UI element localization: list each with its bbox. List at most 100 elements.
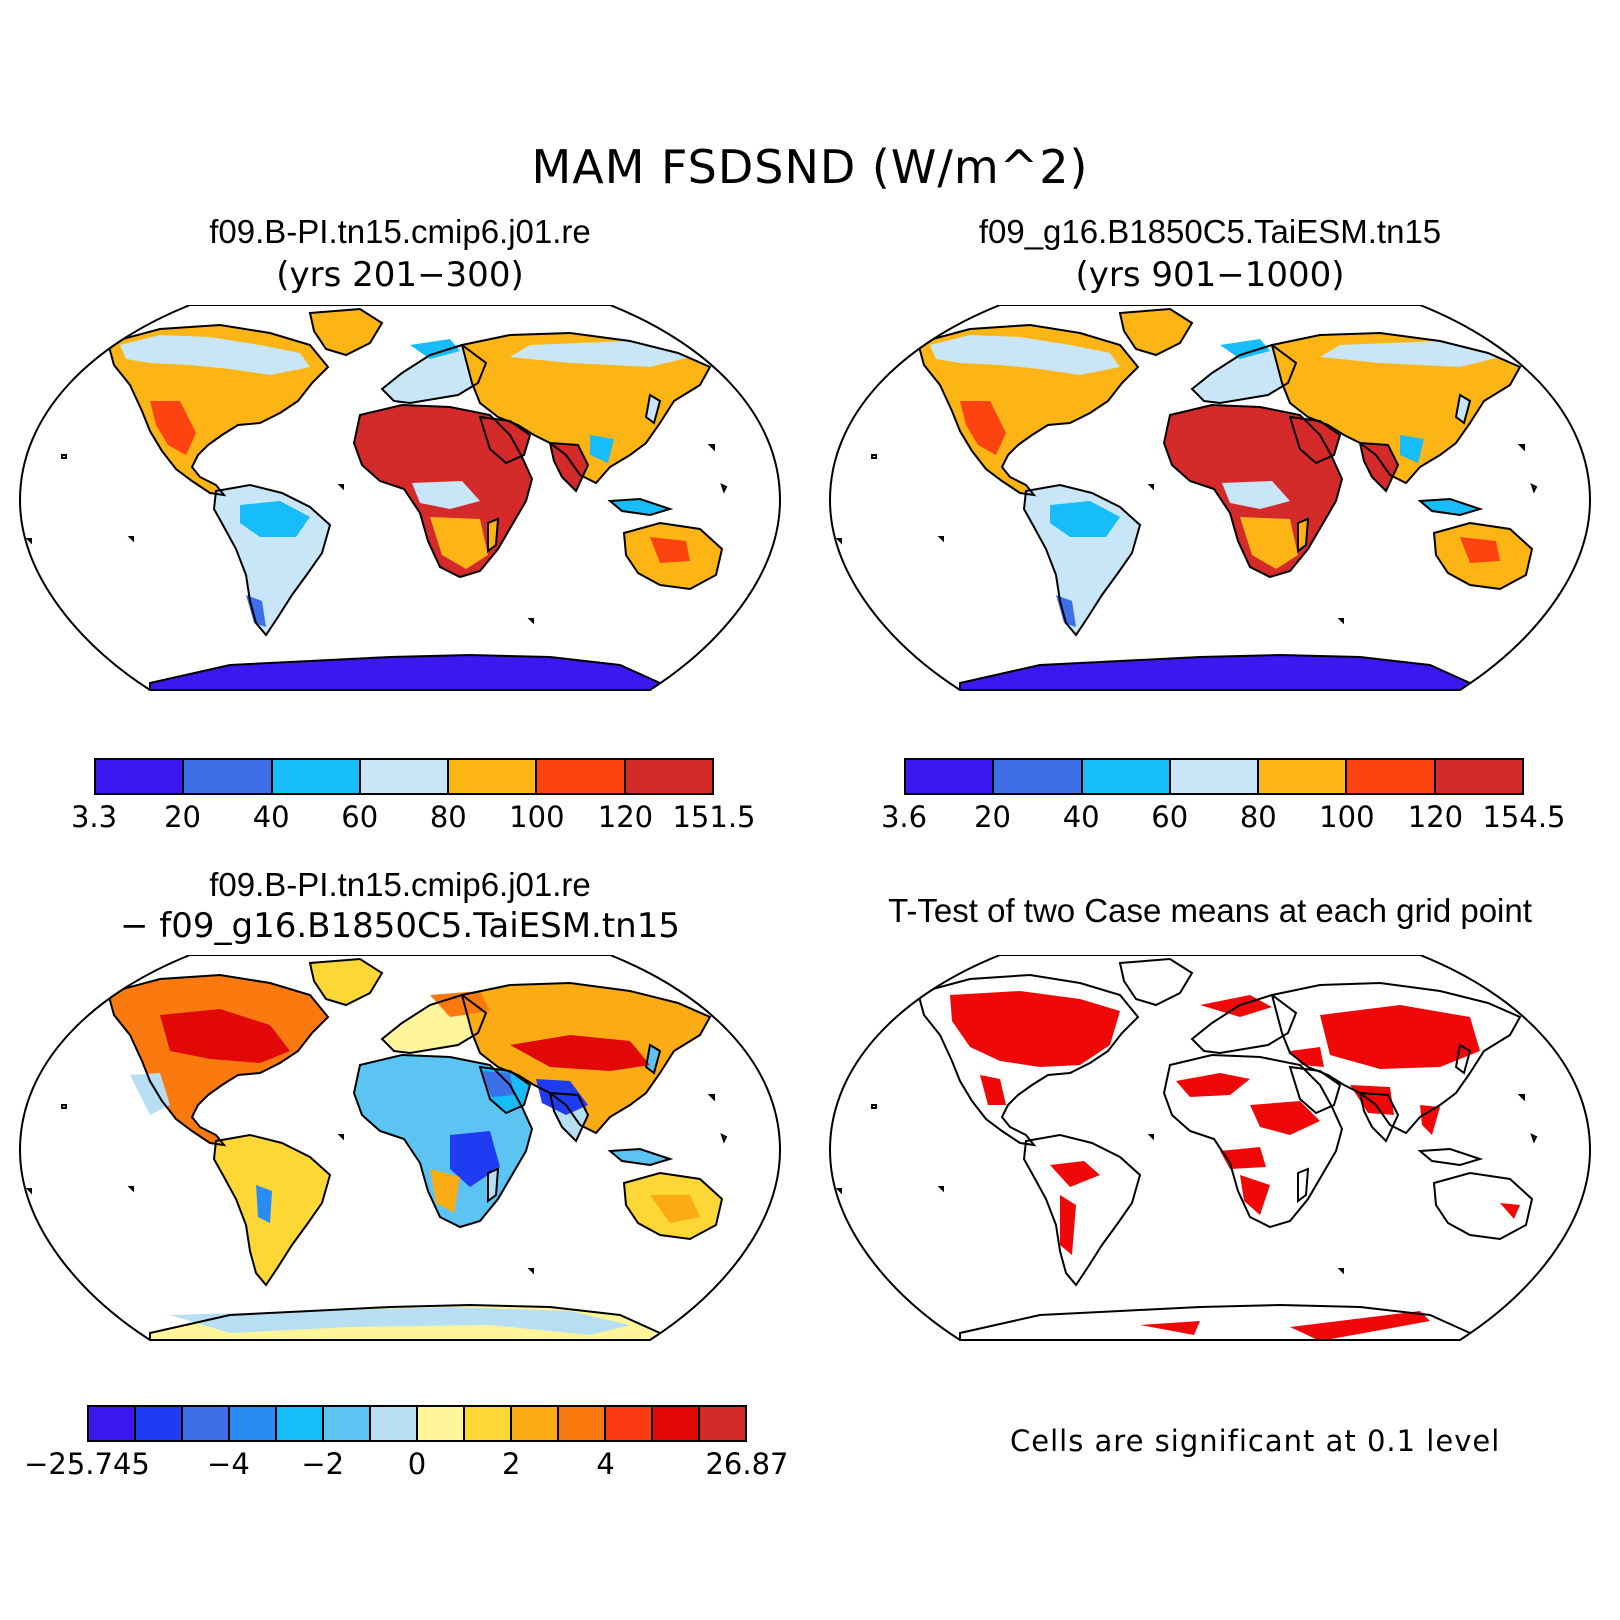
colorbar-tick-label: 26.87: [705, 1447, 789, 1481]
panel4-map: [828, 955, 1592, 1341]
panel2-title: f09_g16.B1850C5.TaiESM.tn15: [978, 213, 1442, 250]
coastline-madagascar: [1297, 1167, 1310, 1203]
island-coastline: [1517, 444, 1525, 452]
significant-region: [1500, 1203, 1520, 1219]
colorbar-tick-label: 151.5: [672, 800, 756, 834]
continent-southAmerica: [214, 1135, 330, 1285]
value-region: [650, 537, 690, 563]
colorbar-tick-label: 120: [597, 800, 654, 834]
colorbar-tick-label: 40: [252, 800, 290, 834]
value-region: [1240, 517, 1298, 569]
map-frame: [828, 955, 1592, 1341]
coastline-europe: [380, 343, 488, 405]
value-region: [930, 335, 1120, 375]
coastline-europe: [1190, 343, 1298, 405]
island-coastline: [707, 444, 715, 452]
value-region: [1320, 341, 1500, 367]
coastline-europe: [380, 993, 488, 1055]
colorbar-swatch: [653, 1407, 700, 1440]
island-coastline: [747, 594, 755, 600]
island-coastline: [527, 1268, 534, 1275]
continent-southAmerica: [1024, 1135, 1140, 1285]
coastline-antarctica: [149, 1303, 672, 1340]
coastline-southAmerica: [1022, 483, 1142, 637]
continent-antarctica: [960, 1305, 1480, 1340]
island-coastline: [1557, 594, 1565, 600]
significant-region: [1050, 1161, 1100, 1187]
island-coastline: [871, 1104, 877, 1109]
coastline-southAmerica: [1022, 1133, 1142, 1287]
colorbar-tick-label: 40: [1062, 800, 1100, 834]
panel2-colorbar: [904, 758, 1524, 795]
colorbar-swatch: [371, 1407, 418, 1440]
continent-arabia: [1290, 1067, 1340, 1113]
significant-region: [1060, 1195, 1076, 1255]
colorbar-tick-label: 100: [509, 800, 565, 834]
coastline-australia: [1432, 1171, 1534, 1241]
coastline-arabia: [478, 1065, 532, 1115]
colorbar-swatch: [324, 1407, 371, 1440]
colorbar-tick-label: 3.3: [70, 800, 118, 834]
colorbar-swatch: [183, 1407, 230, 1440]
value-region: [510, 341, 690, 367]
value-region: [1222, 481, 1290, 509]
map-land-layer: [835, 307, 1565, 690]
continent-asia: [1272, 333, 1520, 483]
coastline-madagascar: [487, 1167, 500, 1203]
coastline-japan: [644, 393, 662, 425]
colorbar-swatch: [1082, 760, 1171, 793]
value-region: [120, 335, 310, 375]
coastline-india: [548, 1091, 590, 1143]
colorbar-swatch: [418, 1407, 465, 1440]
coastline-madagascar: [487, 517, 500, 553]
colorbar-swatch: [1435, 760, 1522, 793]
coastline-northAmerica: [106, 323, 330, 497]
island-coastline: [1147, 1134, 1154, 1141]
value-region: [536, 1079, 588, 1115]
colorbar-swatch: [136, 1407, 183, 1440]
significant-region: [1320, 1005, 1480, 1069]
map-frame: [18, 955, 782, 1341]
colorbar-swatch: [360, 760, 450, 793]
coastline-greenland: [1118, 957, 1194, 1007]
map-land-layer: [25, 307, 755, 690]
colorbar-swatch: [606, 1407, 653, 1440]
colorbar-tick-label: −25.745: [24, 1447, 150, 1481]
coastline-india: [1358, 441, 1400, 493]
coastline-antarctica: [959, 1303, 1482, 1340]
island-coastline: [835, 1188, 842, 1195]
coastline-indonesia: [1417, 1147, 1484, 1167]
continent-greenland: [310, 309, 382, 355]
island-coastline: [527, 618, 534, 625]
colorbar-swatch: [449, 760, 538, 793]
map-frame: [828, 305, 1592, 691]
colorbar-swatch: [906, 760, 995, 793]
colorbar-swatch: [537, 760, 626, 793]
colorbar-tick-label: 20: [974, 800, 1012, 834]
island-coastline: [1530, 1133, 1538, 1144]
coastline-greenland: [308, 957, 384, 1007]
panel1-colorbar: [94, 758, 714, 795]
colorbar-tick-label: 2: [502, 1447, 521, 1481]
value-region: [650, 1195, 700, 1223]
panel1-title: f09.B-PI.tn15.cmip6.j01.re: [209, 213, 591, 250]
map-land-layer: [835, 957, 1565, 1340]
value-region: [1220, 339, 1270, 359]
coastline-india: [548, 441, 590, 493]
colorbar-swatch: [277, 1407, 324, 1440]
coastline-greenland: [1118, 307, 1194, 357]
coastline-indonesia: [607, 1147, 674, 1167]
value-region: [1182, 415, 1320, 477]
colorbar-swatch: [465, 1407, 512, 1440]
significant-region: [1176, 1073, 1250, 1097]
value-region: [480, 1071, 514, 1097]
colorbar-tick-label: 3.6: [880, 800, 928, 834]
map-frame: [18, 305, 782, 691]
island-coastline: [747, 1244, 755, 1250]
value-region: [410, 339, 460, 359]
coastline-indonesia: [1417, 497, 1484, 517]
island-coastline: [61, 454, 67, 459]
continent-europe: [382, 345, 486, 403]
coastline-antarctica: [149, 653, 672, 690]
coastline-australia: [622, 521, 724, 591]
